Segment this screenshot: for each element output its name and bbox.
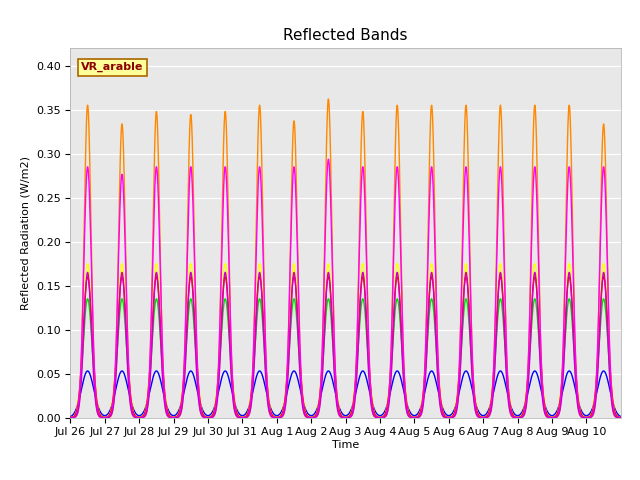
Title: Reflected Bands: Reflected Bands — [284, 28, 408, 43]
Text: VR_arable: VR_arable — [81, 62, 144, 72]
Y-axis label: Reflected Radiation (W/m2): Reflected Radiation (W/m2) — [20, 156, 30, 310]
X-axis label: Time: Time — [332, 440, 359, 450]
